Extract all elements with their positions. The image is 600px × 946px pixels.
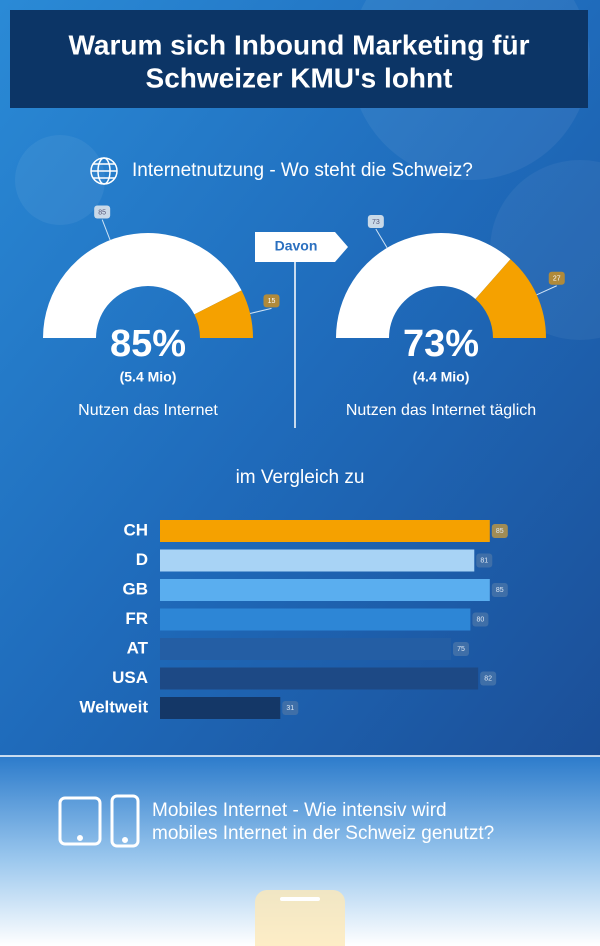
value-label: 75 xyxy=(457,646,465,653)
category-label: CH xyxy=(123,520,148,539)
value-box xyxy=(491,524,508,538)
value-box xyxy=(491,583,508,597)
tablet-icon xyxy=(58,796,102,846)
gauge-segment xyxy=(336,233,511,338)
gauge-value: 85% xyxy=(110,323,186,365)
phone-graphic xyxy=(255,890,345,946)
category-label: Weltweit xyxy=(79,697,148,716)
value-box xyxy=(453,642,469,656)
callout-label: 85 xyxy=(98,209,106,216)
value-label: 85 xyxy=(496,528,504,535)
gauge-caption: Nutzen das Internet xyxy=(78,402,218,419)
gauge-segment xyxy=(475,259,546,338)
callout-label: 73 xyxy=(372,219,380,226)
category-label: GB xyxy=(123,579,149,598)
section-heading: mobiles Internet in der Schweiz genutzt? xyxy=(152,823,494,844)
section-heading: Mobiles Internet - Wie intensiv wird xyxy=(152,800,447,821)
value-label: 85 xyxy=(496,587,504,594)
callout-line xyxy=(375,228,388,249)
value-box xyxy=(282,701,299,715)
value-box xyxy=(472,612,489,627)
bar xyxy=(160,608,471,631)
value-label: 81 xyxy=(480,557,488,564)
gauge-subtitle: (4.4 Mio) xyxy=(413,369,470,385)
gauge-subtitle: (5.4 Mio) xyxy=(120,369,177,385)
category-label: AT xyxy=(127,638,149,657)
callout-box xyxy=(94,205,111,219)
callout-line xyxy=(101,219,111,241)
section-heading: Internetnutzung - Wo steht die Schweiz? xyxy=(132,160,473,181)
callout-label: 27 xyxy=(553,276,561,283)
callout-box xyxy=(367,214,384,228)
phone-graphic xyxy=(280,897,320,901)
category-label: D xyxy=(136,550,148,569)
title-box xyxy=(10,10,588,108)
bar xyxy=(160,520,490,542)
callout-line xyxy=(249,307,272,314)
gauge-segment xyxy=(43,233,242,338)
title: Schweizer KMU's lohnt xyxy=(146,62,453,93)
bar xyxy=(160,549,475,572)
chart-title: im Vergleich zu xyxy=(236,467,365,488)
gauge-segment xyxy=(194,290,253,338)
globe-icon xyxy=(90,157,118,185)
title: Warum sich Inbound Marketing für xyxy=(69,29,530,60)
gauge-value: 73% xyxy=(403,323,479,365)
phone-icon xyxy=(110,794,140,848)
value-label: 80 xyxy=(477,616,485,623)
callout-label: 15 xyxy=(268,298,276,305)
connector-label: Davon xyxy=(275,238,318,254)
bar xyxy=(160,579,490,601)
decor xyxy=(15,135,105,225)
bar xyxy=(160,697,281,719)
value-label: 82 xyxy=(484,675,492,682)
bar xyxy=(160,638,451,660)
category-label: FR xyxy=(125,609,148,628)
callout-line xyxy=(536,285,557,296)
connector-banner xyxy=(255,232,348,262)
bar xyxy=(160,667,479,690)
callout-box xyxy=(263,294,280,308)
value-label: 31 xyxy=(286,705,294,712)
callout-box xyxy=(548,271,565,285)
gauge-caption: Nutzen das Internet täglich xyxy=(346,402,536,419)
category-label: USA xyxy=(112,668,148,687)
value-box xyxy=(476,553,493,568)
value-box xyxy=(480,671,497,686)
